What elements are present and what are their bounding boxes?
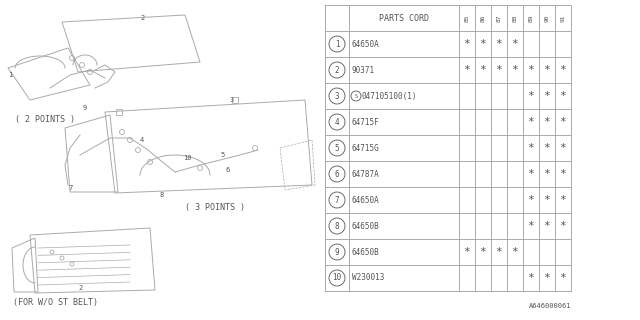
Text: ( 2 POINTS ): ( 2 POINTS ) [15, 115, 75, 124]
Text: *: * [511, 39, 518, 49]
Text: 64650A: 64650A [352, 39, 380, 49]
Text: 4: 4 [335, 117, 339, 126]
Text: 64715F: 64715F [352, 117, 380, 126]
Text: 64650A: 64650A [352, 196, 380, 204]
Text: *: * [463, 39, 470, 49]
Text: *: * [559, 221, 566, 231]
Text: *: * [495, 65, 502, 75]
Text: *: * [527, 143, 534, 153]
Text: 64715G: 64715G [352, 143, 380, 153]
Text: *: * [527, 169, 534, 179]
Text: A646000061: A646000061 [529, 303, 571, 309]
Text: *: * [543, 221, 550, 231]
Text: S: S [355, 93, 358, 99]
Text: *: * [559, 65, 566, 75]
Text: 9: 9 [335, 247, 339, 257]
Text: *: * [543, 65, 550, 75]
Text: *: * [559, 273, 566, 283]
Text: *: * [495, 247, 502, 257]
Text: 1: 1 [335, 39, 339, 49]
Text: *: * [527, 195, 534, 205]
Bar [232, 97, 238, 103]
Text: *: * [543, 143, 550, 153]
Text: 3: 3 [230, 97, 234, 103]
Text: 85: 85 [465, 14, 470, 22]
Text: *: * [543, 195, 550, 205]
Bar [116, 109, 122, 115]
Text: 64787A: 64787A [352, 170, 380, 179]
Text: 5: 5 [335, 143, 339, 153]
Text: *: * [527, 117, 534, 127]
Text: *: * [559, 143, 566, 153]
Text: *: * [495, 39, 502, 49]
Text: *: * [527, 273, 534, 283]
Bar [325, 5, 571, 291]
Text: 2: 2 [78, 285, 83, 291]
Text: 4: 4 [140, 137, 144, 143]
Text: *: * [543, 273, 550, 283]
Text: 86: 86 [481, 14, 486, 22]
Text: *: * [527, 91, 534, 101]
Text: *: * [479, 39, 486, 49]
Text: 88: 88 [513, 14, 518, 22]
Text: *: * [511, 65, 518, 75]
Text: *: * [463, 247, 470, 257]
Text: 047105100(1): 047105100(1) [362, 92, 417, 100]
Text: 1: 1 [8, 72, 12, 78]
Text: *: * [543, 169, 550, 179]
Text: 10: 10 [332, 274, 342, 283]
Text: *: * [543, 91, 550, 101]
Text: (FOR W/O ST BELT): (FOR W/O ST BELT) [13, 298, 98, 307]
Text: W230013: W230013 [352, 274, 385, 283]
Text: *: * [559, 169, 566, 179]
Text: 9: 9 [83, 105, 87, 111]
Text: 6: 6 [225, 167, 229, 173]
Text: 7: 7 [68, 185, 72, 191]
Text: 2: 2 [140, 15, 144, 21]
Text: 6: 6 [335, 170, 339, 179]
Text: 91: 91 [561, 14, 566, 22]
Text: *: * [479, 65, 486, 75]
Text: 10: 10 [183, 155, 191, 161]
Text: 3: 3 [335, 92, 339, 100]
Text: *: * [543, 117, 550, 127]
Text: *: * [511, 247, 518, 257]
Text: *: * [527, 65, 534, 75]
Text: *: * [463, 65, 470, 75]
Text: 87: 87 [497, 14, 502, 22]
Text: *: * [527, 221, 534, 231]
Text: 64650B: 64650B [352, 247, 380, 257]
Text: 8: 8 [335, 221, 339, 230]
Text: 5: 5 [220, 152, 224, 158]
Text: PARTS CORD: PARTS CORD [379, 13, 429, 22]
Text: 90371: 90371 [352, 66, 375, 75]
Text: 2: 2 [335, 66, 339, 75]
Text: *: * [479, 247, 486, 257]
Text: *: * [559, 91, 566, 101]
Text: 89: 89 [529, 14, 534, 22]
Text: 8: 8 [160, 192, 164, 198]
Text: *: * [559, 195, 566, 205]
Text: ( 3 POINTS ): ( 3 POINTS ) [185, 203, 245, 212]
Text: 64650B: 64650B [352, 221, 380, 230]
Text: 7: 7 [335, 196, 339, 204]
Text: 90: 90 [545, 14, 550, 22]
Text: *: * [559, 117, 566, 127]
